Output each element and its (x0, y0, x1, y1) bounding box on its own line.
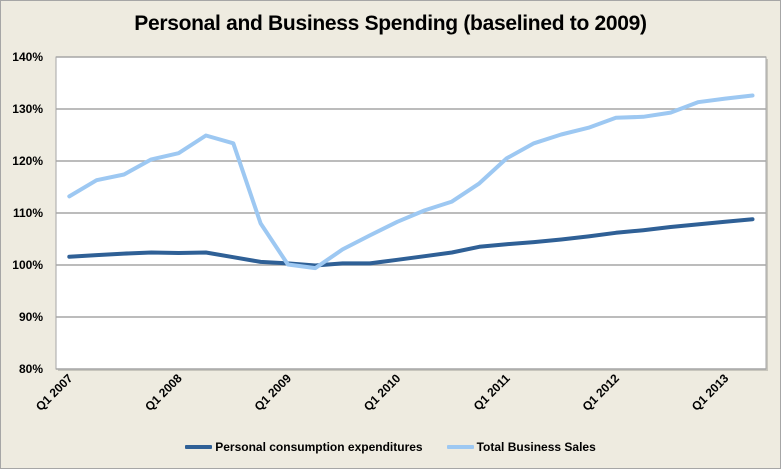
x-tick-label: Q1 2013 (689, 371, 732, 414)
y-tick-label: 80% (19, 362, 43, 376)
legend: Personal consumption expenditures Total … (0, 440, 781, 454)
y-tick-label: 140% (12, 50, 43, 64)
legend-item-personal-consumption: Personal consumption expenditures (185, 440, 423, 454)
x-tick-label: Q1 2011 (471, 371, 513, 413)
x-tick-label: Q1 2007 (33, 371, 76, 414)
x-tick-label: Q1 2012 (580, 371, 623, 414)
y-tick-label: 90% (19, 310, 43, 324)
x-tick-label: Q1 2010 (361, 371, 404, 414)
legend-swatch-total-business-sales (446, 445, 474, 449)
y-tick-label: 100% (12, 258, 43, 272)
legend-label-total-business-sales: Total Business Sales (476, 440, 596, 454)
legend-swatch-personal-consumption (185, 445, 213, 449)
legend-label-personal-consumption: Personal consumption expenditures (215, 440, 423, 454)
x-tick-label: Q1 2008 (142, 371, 185, 414)
y-tick-label: 130% (12, 102, 43, 116)
personal-consumption-line (67, 217, 755, 268)
chart-title: Personal and Business Spending (baseline… (134, 12, 647, 35)
x-tick-label: Q1 2009 (252, 371, 295, 414)
total-business-sales-line (67, 93, 755, 271)
y-tick-label: 110% (13, 206, 43, 220)
y-tick-label: 120% (12, 154, 43, 168)
legend-item-total-business-sales: Total Business Sales (446, 440, 596, 454)
